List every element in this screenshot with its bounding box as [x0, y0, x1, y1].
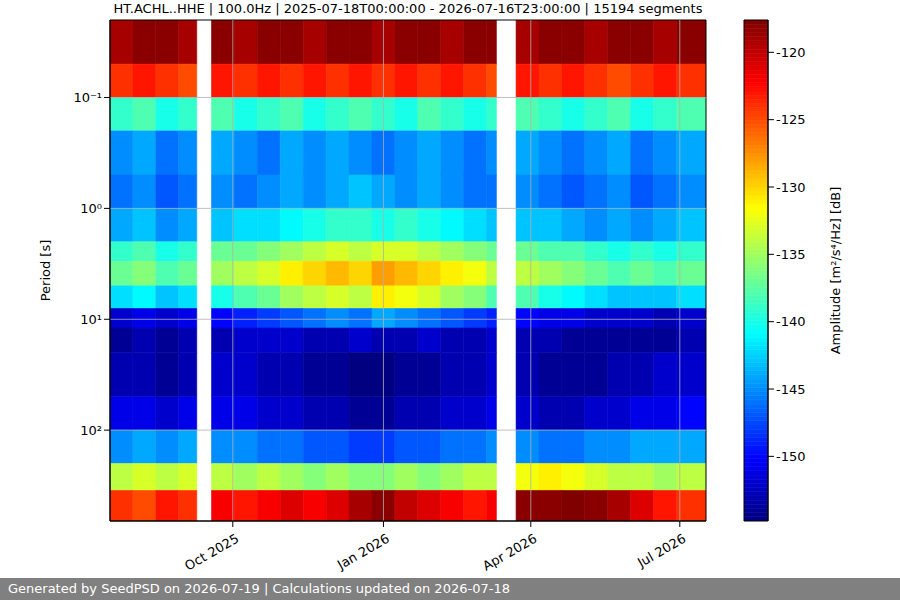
svg-text:-150: -150	[776, 449, 806, 464]
svg-text:10²: 10²	[80, 423, 102, 438]
svg-text:Jan 2026: Jan 2026	[334, 531, 392, 573]
svg-text:10¹: 10¹	[80, 312, 102, 327]
svg-text:-120: -120	[776, 45, 806, 60]
svg-text:Oct 2025: Oct 2025	[182, 531, 241, 574]
svg-text:-125: -125	[776, 112, 806, 127]
svg-text:Period [s]: Period [s]	[38, 240, 53, 302]
html-text:HT.ACHL..HHE | 100.0Hz | 2025-: HT.ACHL..HHE | 100.0Hz | 2025-07-18T00:0…	[113, 1, 703, 16]
svg-text:Amplitude [m²/s⁴/Hz] [dB]: Amplitude [m²/s⁴/Hz] [dB]	[828, 187, 843, 355]
svg-text:Apr 2026: Apr 2026	[480, 531, 539, 574]
svg-text:Jul 2026: Jul 2026	[634, 531, 688, 571]
svg-text:-145: -145	[776, 382, 806, 397]
svg-text:-135: -135	[776, 247, 806, 262]
html-text:Generated by SeedPSD on 2026-0: Generated by SeedPSD on 2026-07-19 | Cal…	[8, 581, 510, 596]
svg-text:10⁰: 10⁰	[80, 201, 102, 216]
svg-text:-140: -140	[776, 314, 806, 329]
svg-text:10⁻¹: 10⁻¹	[73, 90, 102, 105]
svg-text:-130: -130	[776, 180, 806, 195]
